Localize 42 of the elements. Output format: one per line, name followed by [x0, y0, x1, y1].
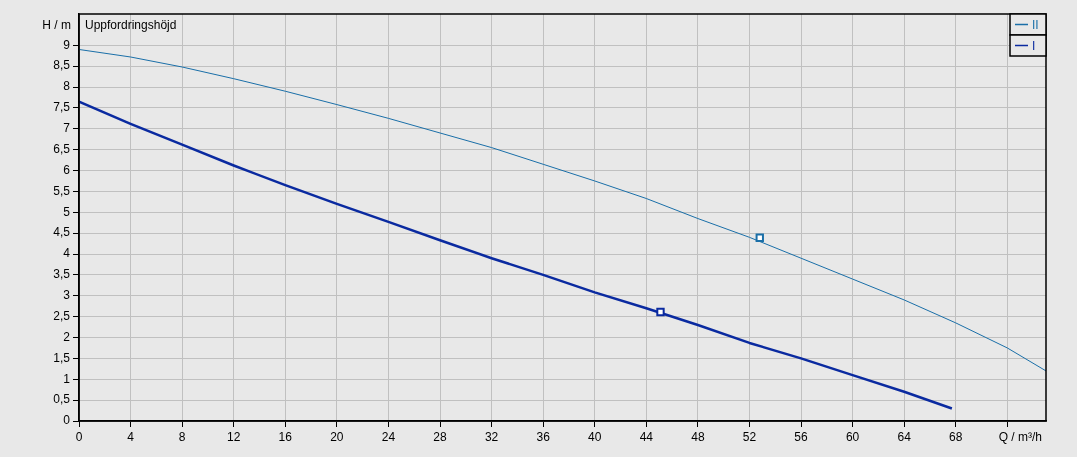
- y-tick-label: 0,5: [53, 392, 71, 407]
- y-tick-label: 1: [63, 371, 71, 386]
- legend-label: I: [1032, 38, 1036, 53]
- y-tick-label: 9: [63, 37, 71, 52]
- y-tick-label: 4,5: [53, 225, 71, 240]
- y-tick-label: 2,5: [53, 308, 71, 323]
- y-tick-label: 0: [63, 413, 71, 428]
- x-tick-label: 52: [742, 429, 757, 444]
- y-tick-label: 3: [63, 288, 71, 303]
- x-tick-label: 4: [127, 429, 135, 444]
- y-tick-label: 5: [63, 204, 71, 219]
- y-tick-label: 8,5: [53, 58, 71, 73]
- x-tick-label: 68: [949, 429, 963, 444]
- y-tick-label: 3,5: [53, 267, 71, 282]
- y-tick-label: 2: [63, 329, 71, 344]
- x-tick-label: 12: [227, 429, 241, 444]
- y-tick-label: 7,5: [53, 100, 71, 115]
- x-axis-title: Q / m³/h: [998, 430, 1042, 445]
- y-tick-label: 8: [63, 79, 71, 94]
- y-tick-label: 6,5: [53, 141, 71, 156]
- x-tick-label: 28: [433, 429, 448, 444]
- y-tick-label: 1,5: [53, 350, 71, 365]
- x-tick-label: 24: [381, 429, 396, 444]
- y-axis-title: H / m: [42, 18, 71, 33]
- y-tick-label: 6: [63, 162, 71, 177]
- legend-label: II: [1032, 17, 1039, 32]
- x-tick-label: 0: [75, 429, 83, 444]
- x-tick-label: 20: [330, 429, 344, 444]
- x-tick-label: 44: [639, 429, 654, 444]
- y-tick-label: 5,5: [53, 183, 71, 198]
- x-tick-label: 64: [897, 429, 912, 444]
- x-tick-label: 8: [178, 429, 186, 444]
- x-tick-label: 32: [484, 429, 499, 444]
- y-tick-label: 4: [63, 246, 71, 261]
- y-tick-label: 7: [63, 121, 71, 136]
- x-tick-label: 36: [536, 429, 551, 444]
- x-tick-label: 48: [691, 429, 705, 444]
- x-tick-label: 16: [278, 429, 293, 444]
- chart-title: Uppfordringshöjd: [85, 18, 177, 33]
- x-tick-label: 56: [794, 429, 809, 444]
- x-tick-label: 40: [588, 429, 602, 444]
- x-tick-label: 60: [845, 429, 860, 444]
